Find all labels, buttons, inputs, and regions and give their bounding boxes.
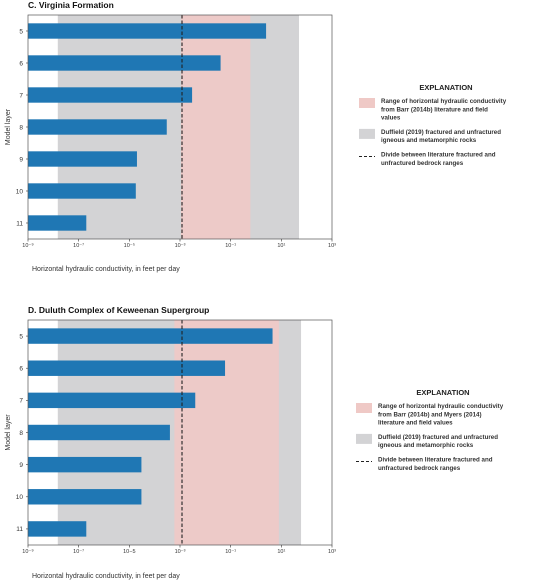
panel-d-ytick-label: 10	[16, 494, 24, 501]
panel-c-ytick-label: 9	[19, 156, 23, 163]
panel-c-xtick-label: 10⁻³	[175, 243, 186, 249]
panel-d-legend-title: EXPLANATION	[416, 388, 469, 397]
panel-c-legend-text: Range of horizontal hydraulic conductivi…	[381, 98, 507, 105]
panel-d-ytick-label: 8	[19, 430, 23, 437]
panel-d-legend-text: Divide between literature fractured and	[378, 457, 493, 464]
panel-c-ytick-label: 10	[16, 188, 24, 195]
panel-d-ytick-label: 6	[19, 366, 23, 373]
panel-d-legend-gray-swatch	[356, 433, 372, 444]
panel-c-legend-text: unfractured bedrock ranges	[381, 160, 464, 167]
panel-d-ytick-label: 9	[19, 462, 23, 469]
panel-d-pink-range-band	[174, 320, 279, 545]
panel-d-xtick-label: 10⁻¹	[225, 549, 236, 555]
panel-d-bar-layer-8	[28, 424, 170, 441]
panel-d-bar-layer-10	[28, 489, 142, 505]
panel-d-bar-layer-6	[28, 360, 226, 376]
panel-c-ytick-label: 11	[16, 220, 23, 227]
panel-c-x-axis-label: Horizontal hydraulic conductivity, in fe…	[32, 266, 180, 273]
panel-d-bar-layer-5	[28, 328, 273, 344]
panel-c-bar-layer-7	[28, 87, 193, 103]
panel-d-ytick-label: 5	[19, 333, 23, 340]
panel-d-title: D. Duluth Complex of Keweenan Supergroup	[28, 305, 209, 315]
panel-c-legend-text: Divide between literature fractured and	[381, 152, 496, 159]
panel-c-xtick-label: 10³	[328, 243, 336, 249]
panel-d-bar-layer-11	[28, 521, 87, 537]
panel-c-xtick-label: 10⁻¹	[225, 243, 236, 249]
panel-c-legend-text: igneous and metamorphic rocks	[381, 137, 477, 144]
panel-c-bar-layer-10	[28, 183, 136, 199]
panel-d-legend-text: unfractured bedrock ranges	[378, 465, 461, 472]
panel-d-xtick-label: 10−5	[123, 549, 135, 555]
panel-c-legend-pink-swatch	[359, 98, 375, 108]
panel-c-bar-layer-11	[28, 215, 87, 231]
panel-d-xtick-label: 10⁻⁷	[73, 548, 84, 555]
panel-c-bar-layer-8	[28, 119, 167, 135]
panel-d-ytick-label: 7	[19, 398, 23, 405]
panel-d-xtick-label: 10³	[328, 549, 336, 555]
panel-c-ytick-label: 6	[19, 60, 23, 67]
panel-c-legend-text: Duffield (2019) fractured and unfracture…	[381, 129, 501, 136]
panel-c-y-axis-label: Model layer	[5, 108, 12, 145]
panel-d-bar-layer-7	[28, 392, 196, 409]
panel-d-x-axis-label: Horizontal hydraulic conductivity, in fe…	[32, 573, 180, 580]
panel-d-xtick-label: 10⁻⁹	[22, 548, 33, 555]
panel-c-xtick-label: 10⁻⁹	[22, 242, 33, 249]
panel-d-xtick-label: 10⁻³	[175, 549, 186, 555]
panel-c-pink-range-band	[181, 15, 251, 239]
panel-c-ytick-label: 7	[19, 92, 23, 99]
panel-d-legend-text: Range of horizontal hydraulic conductivi…	[378, 403, 504, 410]
panel-c-bar-layer-9	[28, 151, 137, 167]
panel-c-xtick-label: 10⁻⁵	[124, 242, 135, 249]
panel-c-ytick-label: 8	[19, 124, 23, 131]
panel-c-legend-gray-swatch	[359, 128, 375, 139]
panel-c-xtick-label: 10¹	[277, 243, 285, 249]
panel-d-ytick-label: 11	[16, 526, 23, 533]
panel-c-legend-title: EXPLANATION	[419, 83, 472, 92]
panel-d-legend-text: from Barr (2014b) and Myers (2014)	[378, 411, 482, 418]
panel-c-legend-text: values	[381, 115, 401, 122]
panel-c-bar-layer-6	[28, 55, 221, 71]
panel-d-legend-text: Duffield (2019) fractured and unfracture…	[378, 434, 498, 441]
panel-d-bar-layer-9	[28, 456, 142, 473]
panel-d-xtick-label: 10¹	[277, 549, 285, 555]
panel-d-y-axis-label: Model layer	[5, 414, 12, 451]
panel-d-legend-text: igneous and metamorphic rocks	[378, 442, 474, 449]
panel-c-ytick-label: 5	[19, 28, 23, 35]
panel-d-legend-pink-swatch	[356, 403, 372, 413]
panel-c-legend-text: from Barr (2014b) literature and field	[381, 106, 488, 113]
panel-d-legend-text: literature and field values	[378, 420, 453, 427]
panel-c-title: C. Virginia Formation	[28, 0, 114, 10]
panel-c-xtick-label: 10⁻⁷	[73, 242, 84, 249]
panel-c-bar-layer-5	[28, 23, 267, 39]
